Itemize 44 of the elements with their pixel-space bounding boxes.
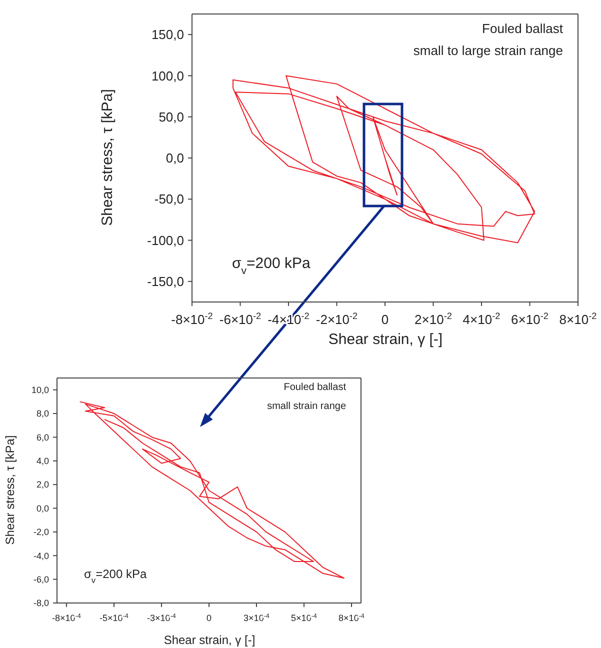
y-tick-label: -150,0	[147, 274, 184, 289]
y-tick-label: -6,0	[33, 574, 49, 584]
annotation: small to large strain range	[413, 43, 563, 58]
x-tick-label: 8×10$^{-4}$	[338, 612, 365, 623]
y-tick-label: 150,0	[151, 27, 184, 42]
y-tick-label: 10,0	[31, 384, 49, 395]
x-tick-label: 0	[206, 613, 212, 623]
line-series	[232, 75, 536, 244]
x-tick-label: -5×10$^{-4}$	[100, 612, 129, 623]
x-axis-title: Shear strain, γ [-]	[328, 331, 443, 348]
y-tick-label: -50,0	[154, 192, 184, 207]
x-tick-label: 8×10$^{-2}$	[559, 311, 597, 327]
y-tick-label: -2,0	[33, 527, 49, 538]
x-tick-label: 5×10$^{-4}$	[291, 612, 318, 623]
y-tick-label: 8,0	[36, 408, 49, 419]
x-tick-label: -8×10$^{-2}$	[171, 311, 213, 327]
annotation: Fouled ballast	[284, 382, 346, 393]
x-tick-label: -2×10$^{-2}$	[316, 311, 358, 327]
x-tick-label: -3×10$^{-4}$	[147, 612, 176, 623]
y-tick-label: 100,0	[151, 68, 184, 84]
y-tick-label: -8,0	[33, 598, 49, 608]
x-axis-title: Shear strain, γ [-]	[164, 633, 256, 647]
y-tick-label: 0,0	[166, 150, 184, 166]
y-axis-title: Shear stress, τ [kPa]	[3, 435, 17, 545]
y-tick-label: 4,0	[36, 456, 49, 466]
line-series	[79, 401, 344, 579]
y-tick-label: -100,0	[147, 232, 184, 248]
annotation: Fouled ballast	[482, 21, 564, 36]
x-tick-label: -6×10$^{-2}$	[219, 311, 262, 327]
annotation: σ$_{v}$=200 kPa	[84, 567, 147, 585]
x-tick-label: 4×10$^{-2}$	[462, 311, 500, 327]
y-tick-label: 2,0	[36, 480, 49, 490]
x-tick-label: 6×10$^{-2}$	[511, 311, 548, 327]
annotation: small strain range	[267, 401, 346, 412]
x-tick-label: 2×10$^{-2}$	[414, 311, 452, 327]
y-axis-title: Shear stress, τ [kPa]	[99, 89, 116, 226]
x-tick-label: -8×10$^{-4}$	[52, 612, 82, 623]
y-tick-label: 0,0	[36, 503, 49, 514]
x-tick-label: 3×10$^{-4}$	[244, 612, 270, 623]
y-tick-label: -4,0	[33, 550, 49, 561]
x-tick-label: 0	[381, 312, 389, 327]
annotation: σ$_{v}$=200 kPa	[232, 255, 311, 277]
y-tick-label: 6,0	[36, 432, 49, 442]
y-tick-label: 50,0	[158, 109, 184, 124]
